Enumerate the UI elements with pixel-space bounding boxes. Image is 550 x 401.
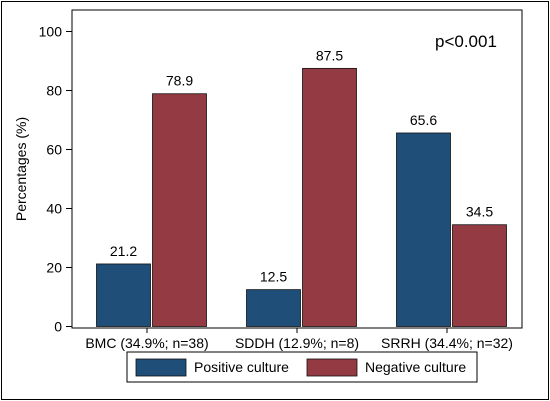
bar-value-label: 87.5 [316,47,343,63]
y-tick-label: 20 [46,260,62,276]
bar-value-label: 21.2 [110,243,137,259]
y-tick-label: 0 [54,319,62,335]
x-category-label: SRRH (34.4%; n=32) [381,335,513,351]
x-category-label: SDDH (12.9%; n=8) [235,335,359,351]
y-axis: 0 20 40 60 80 100 [39,24,72,335]
bar-value-label: 34.5 [466,204,493,220]
y-tick-label: 40 [46,201,62,217]
bar-value-label: 12.5 [260,269,287,285]
bar-positive-2 [396,132,451,327]
bar-positive-0 [96,263,151,327]
legend-swatch-positive [135,358,187,377]
y-tick-label: 80 [46,83,62,99]
x-category-label: BMC (34.9%; n=38) [85,335,208,351]
bar-negative-0 [152,93,207,327]
bar-value-label: 78.9 [166,73,193,89]
y-tick-label: 100 [39,24,63,40]
bars-layer: 21.2 78.9 12.5 87.5 65.6 34.5 [96,47,507,327]
y-tick-label: 60 [46,142,62,158]
y-axis-title: Percentages (%) [13,117,29,221]
legend-swatch-negative [306,358,358,377]
bar-negative-2 [452,224,507,327]
legend: Positive culture Negative culture [126,351,478,383]
x-axis: BMC (34.9%; n=38) SDDH (12.9%; n=8) SRRH (… [85,328,513,351]
bar-negative-1 [302,67,357,327]
bar-positive-1 [246,289,301,327]
p-value-annotation: p<0.001 [435,32,497,51]
legend-label-negative: Negative culture [365,359,466,375]
bar-value-label: 65.6 [410,112,437,128]
legend-label-positive: Positive culture [194,359,289,375]
